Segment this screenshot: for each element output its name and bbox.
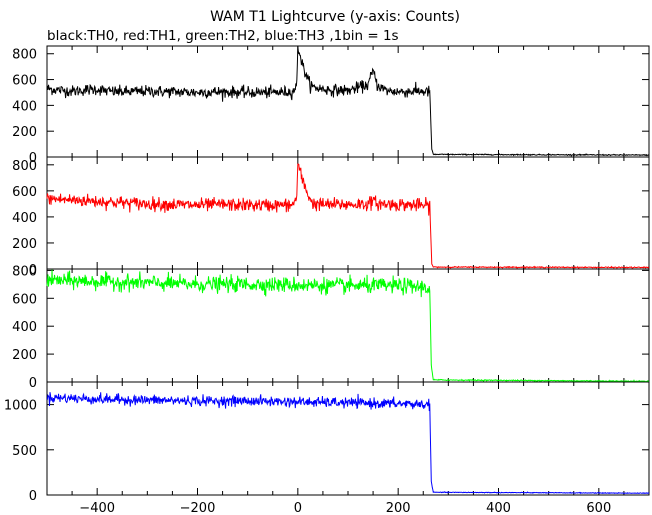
lightcurve-th0	[46, 46, 650, 157]
y-tick-label-th1-400: 400	[12, 211, 37, 226]
y-tick-label-th0-400: 400	[12, 99, 37, 114]
y-tick-label-th3-500: 500	[12, 444, 37, 459]
y-tick-label-th0-800: 800	[12, 48, 37, 63]
y-tick-label-th0-600: 600	[12, 74, 37, 89]
lightcurve-th1	[46, 163, 650, 270]
panel-frame-th1	[46, 156, 650, 270]
x-tick-label-200: 200	[386, 501, 411, 515]
y-tick-label-th1-600: 600	[12, 185, 37, 200]
y-tick-label-th3-0: 0	[29, 489, 37, 504]
panel-frame-th3	[46, 381, 650, 496]
x-tick-label--400: −400	[79, 501, 115, 515]
y-tick-label-th1-200: 200	[12, 237, 37, 252]
x-tick-label-400: 400	[486, 501, 511, 515]
panel-frame-th0	[46, 45, 650, 158]
lightcurve-th3	[46, 392, 650, 495]
y-tick-label-th2-800: 800	[12, 264, 37, 279]
y-tick-label-th2-200: 200	[12, 348, 37, 363]
y-tick-label-th2-0: 0	[29, 376, 37, 391]
lightcurve-th2	[46, 269, 650, 383]
y-tick-label-th0-200: 200	[12, 125, 37, 140]
x-tick-label-0: 0	[294, 501, 302, 515]
chart-title: WAM T1 Lightcurve (y-axis: Counts)	[210, 9, 460, 25]
x-tick-label-600: 600	[586, 501, 611, 515]
plot-area: 0200400600800020040060080002004006008000…	[4, 45, 650, 515]
y-tick-label-th1-0: 0	[29, 263, 37, 278]
y-tick-label-th2-400: 400	[12, 320, 37, 335]
chart-subtitle: black:TH0, red:TH1, green:TH2, blue:TH3 …	[47, 28, 399, 44]
y-tick-label-th0-0: 0	[29, 151, 37, 166]
y-tick-label-th1-800: 800	[12, 159, 37, 174]
y-tick-label-th2-600: 600	[12, 292, 37, 307]
y-tick-label-th3-1000: 1000	[4, 399, 37, 414]
x-tick-label--200: −200	[180, 501, 216, 515]
